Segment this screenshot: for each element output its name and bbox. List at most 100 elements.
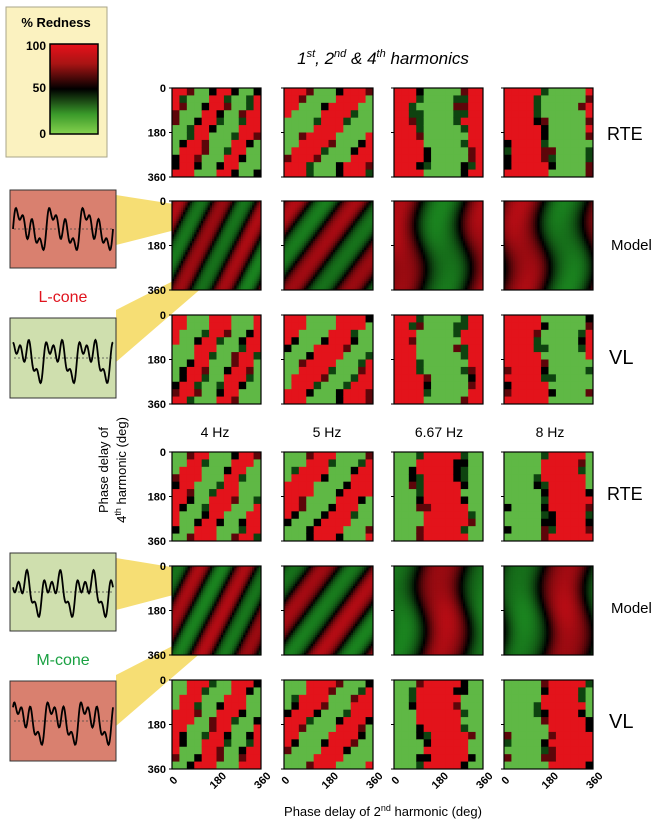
heatmap-cell xyxy=(247,241,251,244)
heatmap-cell xyxy=(434,287,437,291)
figure-title: 1st, 2nd & 4th harmonics xyxy=(297,48,469,68)
heatmap-cell xyxy=(240,232,244,235)
heatmap-cell xyxy=(292,281,296,284)
heatmap-cell xyxy=(203,281,206,284)
heatmap-cell xyxy=(238,274,242,278)
heatmap-cell xyxy=(319,272,323,275)
heatmap-cell xyxy=(245,283,249,286)
heatmap-cell xyxy=(453,95,462,104)
heatmap-cell xyxy=(526,154,535,163)
heatmap-cell xyxy=(212,287,215,291)
heatmap-cell xyxy=(236,245,240,249)
heatmap-cell xyxy=(364,245,367,249)
heatmap-cell xyxy=(431,95,439,104)
heatmap-cell xyxy=(178,214,182,217)
heatmap-cell xyxy=(414,221,417,224)
heatmap-cell xyxy=(445,139,454,148)
heatmap-cell xyxy=(429,249,433,253)
heatmap-cell xyxy=(321,154,329,163)
heatmap-cell xyxy=(416,247,419,251)
heatmap-cell xyxy=(295,207,298,211)
heatmap-cell xyxy=(335,205,338,209)
heatmap-cell xyxy=(196,245,200,249)
heatmap-cell xyxy=(436,285,439,289)
heatmap-cell xyxy=(427,218,431,222)
heatmap-cell xyxy=(348,214,352,217)
heatmap-cell xyxy=(398,258,402,262)
heatmap-cell xyxy=(176,276,180,280)
heatmap-cell xyxy=(359,265,363,269)
heatmap-cell xyxy=(209,225,213,229)
heatmap-cell xyxy=(317,223,321,226)
heatmap-cell xyxy=(361,287,365,291)
heatmap-cell xyxy=(434,249,437,253)
heatmap-cell xyxy=(212,272,215,275)
heatmap-cell xyxy=(420,254,424,258)
heatmap-cell xyxy=(200,254,204,258)
heatmap-cell xyxy=(436,254,439,258)
heatmap-cell xyxy=(425,234,428,238)
heatmap-cell xyxy=(249,243,253,246)
heatmap-cell xyxy=(427,216,431,220)
heatmap-cell xyxy=(207,238,211,242)
heatmap-cell xyxy=(301,223,305,226)
heatmap-cell xyxy=(304,216,307,220)
heatmap-cell xyxy=(194,205,197,209)
heatmap-cell xyxy=(332,227,336,231)
heatmap-cell xyxy=(368,267,372,271)
heatmap-cell xyxy=(416,249,419,253)
heatmap-cell xyxy=(368,227,372,231)
heatmap-cell xyxy=(326,258,329,262)
heatmap-cell xyxy=(205,218,209,222)
heatmap-cell xyxy=(310,238,314,242)
heatmap-cell xyxy=(256,201,260,204)
heatmap-cell xyxy=(416,132,425,141)
heatmap-cell xyxy=(312,209,316,213)
heatmap-cell xyxy=(194,247,197,251)
heatmap-cell xyxy=(203,214,206,217)
heatmap-cell xyxy=(295,216,298,220)
heatmap-cell xyxy=(359,241,363,244)
heatmap-cell xyxy=(223,234,226,238)
heatmap-cell xyxy=(330,243,334,246)
heatmap-cell xyxy=(254,234,257,238)
heatmap-cell xyxy=(236,265,240,269)
heatmap-cell xyxy=(249,218,253,222)
heatmap-cell xyxy=(402,212,406,215)
heatmap-cell xyxy=(541,110,549,119)
heatmap-cell xyxy=(504,110,512,119)
heatmap-cell xyxy=(414,207,417,211)
heatmap-cell xyxy=(187,263,191,266)
heatmap-cell xyxy=(555,162,564,170)
heatmap-cell xyxy=(256,218,260,222)
heatmap-cell xyxy=(414,212,417,215)
heatmap-cell xyxy=(192,258,195,262)
heatmap-cell xyxy=(172,267,175,271)
heatmap-cell xyxy=(249,234,253,238)
heatmap-cell xyxy=(292,287,296,291)
heatmap-cell xyxy=(178,236,182,240)
heatmap-cell xyxy=(548,95,557,104)
heatmap-cell xyxy=(172,287,175,291)
heatmap-cell xyxy=(220,254,224,258)
heatmap-cell xyxy=(247,247,251,251)
heatmap-cell xyxy=(328,269,332,273)
heatmap-cell xyxy=(328,110,337,119)
heatmap-cell xyxy=(231,147,240,156)
heatmap-cell xyxy=(343,95,352,104)
heatmap-cell xyxy=(286,216,289,220)
heatmap-cell xyxy=(236,236,240,240)
heatmap-cell xyxy=(425,236,428,240)
heatmap-cell xyxy=(216,225,220,229)
heatmap-cell xyxy=(240,212,244,215)
heatmap-cell xyxy=(304,227,307,231)
heatmap-cell xyxy=(409,283,413,286)
heatmap-cell xyxy=(409,263,413,266)
heatmap-cell xyxy=(254,238,257,242)
heatmap-cell xyxy=(292,269,296,273)
heatmap-cell xyxy=(402,258,406,262)
heatmap-cell xyxy=(216,132,225,141)
heatmap-cell xyxy=(172,212,175,215)
heatmap-cell xyxy=(431,132,439,141)
heatmap-cell xyxy=(290,267,294,271)
